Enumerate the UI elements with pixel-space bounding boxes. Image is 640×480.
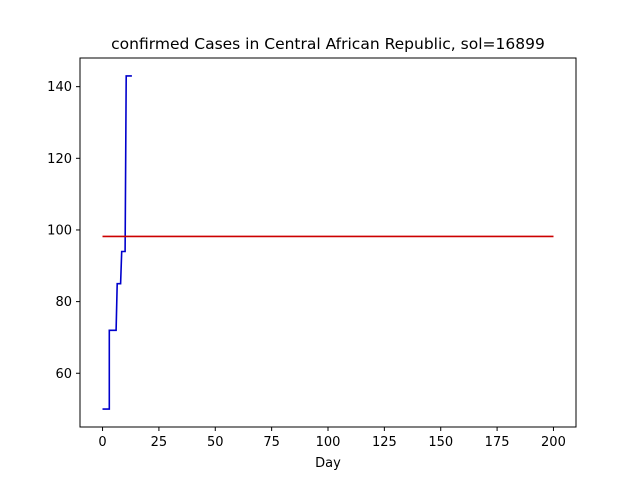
x-axis-label: Day xyxy=(315,456,341,471)
plot-area xyxy=(102,75,554,410)
x-tick-label: 50 xyxy=(207,435,224,450)
y-tick-label: 100 xyxy=(47,223,72,238)
y-tick-label: 80 xyxy=(55,295,72,310)
y-tick-label: 140 xyxy=(47,80,72,95)
x-tick-label: 100 xyxy=(316,435,341,450)
x-tick-label: 200 xyxy=(541,435,566,450)
chart-title: confirmed Cases in Central African Repub… xyxy=(111,35,545,53)
x-tick-label: 125 xyxy=(372,435,397,450)
x-tick-label: 25 xyxy=(151,435,168,450)
y-axis: 60 80 100 120 140 xyxy=(47,80,80,382)
y-tick-label: 60 xyxy=(55,367,72,382)
x-tick-label: 175 xyxy=(485,435,510,450)
x-tick-label: 150 xyxy=(428,435,453,450)
y-tick-label: 120 xyxy=(47,152,72,167)
series-line-0 xyxy=(102,75,132,410)
x-tick-label: 75 xyxy=(263,435,280,450)
plot-frame xyxy=(79,57,577,428)
x-tick-label: 0 xyxy=(98,435,106,450)
x-axis: 0 25 50 75 100 125 150 175 200 xyxy=(98,427,566,450)
